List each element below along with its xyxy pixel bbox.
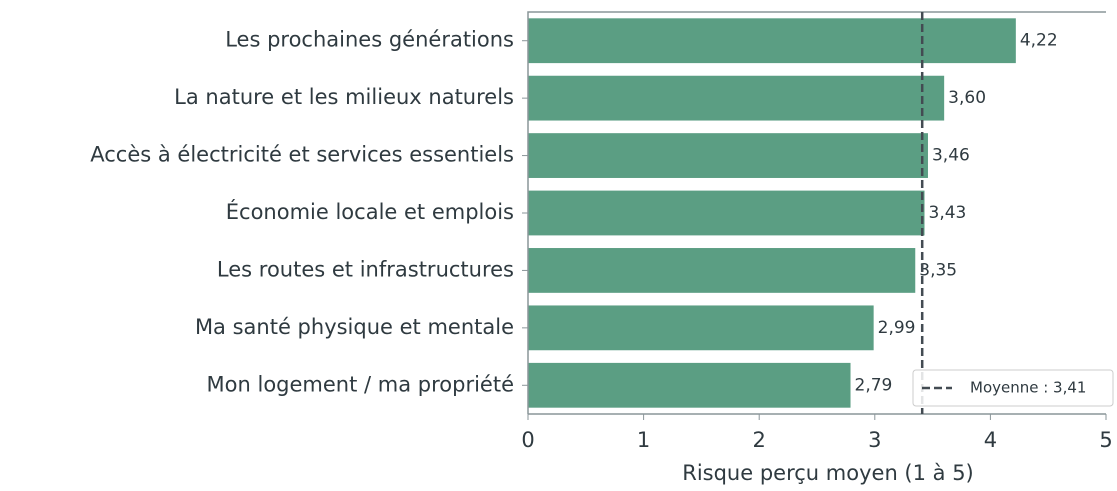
y-tick-label: Les prochaines générations: [225, 28, 514, 52]
bar: [528, 75, 945, 121]
bar: [528, 248, 916, 293]
x-tick-label: 2: [753, 428, 766, 452]
legend-box: [912, 369, 1114, 407]
x-tick-label: 4: [984, 428, 997, 452]
bar: [528, 305, 874, 351]
x-tick-label: 0: [521, 428, 534, 452]
x-tick-label: 3: [868, 428, 881, 452]
value-label: 3,35: [919, 260, 957, 280]
value-label: 3,46: [932, 146, 970, 166]
value-label: 2,79: [855, 375, 893, 395]
x-tick-label: 5: [1099, 428, 1112, 452]
y-tick-label: La nature et les milieux naturels: [174, 85, 514, 109]
y-tick-label: Accès à électricité et services essentie…: [90, 143, 514, 167]
bar: [528, 190, 925, 236]
bar: [528, 18, 1016, 64]
bar: [528, 133, 928, 178]
y-tick-label: Mon logement / ma propriété: [207, 372, 514, 396]
y-tick-label: Ma santé physique et mentale: [195, 315, 514, 339]
value-label: 2,99: [878, 318, 916, 338]
x-tick-label: 1: [637, 428, 650, 452]
value-label: 3,60: [948, 88, 986, 108]
value-label: 3,43: [929, 203, 967, 223]
legend-label: Moyenne : 3,41: [970, 379, 1086, 397]
value-label: 4,22: [1020, 31, 1058, 51]
bar: [528, 362, 851, 408]
y-tick-label: Économie locale et emplois: [226, 199, 514, 224]
x-axis-label: Risque perçu moyen (1 à 5): [682, 461, 974, 485]
axis-frame: [527, 11, 1106, 414]
y-tick-label: Les routes et infrastructures: [217, 257, 514, 281]
